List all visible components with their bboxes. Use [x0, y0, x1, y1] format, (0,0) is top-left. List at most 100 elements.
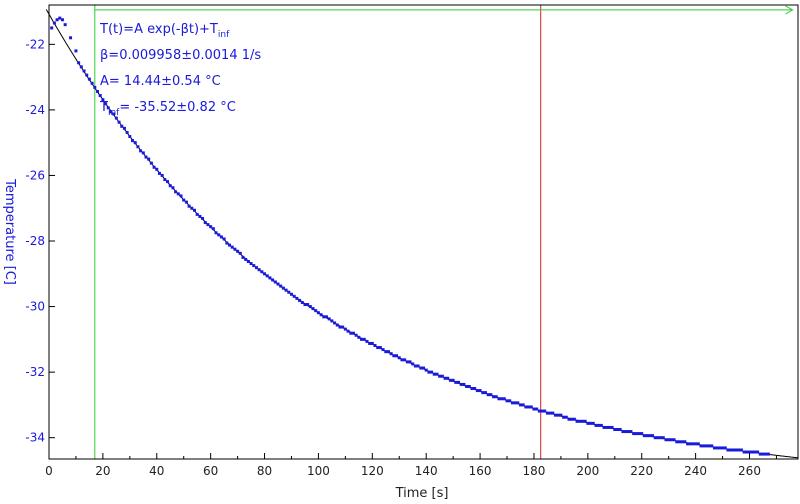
data-point	[432, 372, 436, 376]
data-point	[675, 440, 679, 444]
x-tick-label: 80	[257, 464, 272, 478]
data-point	[308, 305, 312, 309]
data-point	[93, 85, 97, 89]
data-point	[120, 124, 124, 128]
data-point	[451, 378, 455, 382]
data-point	[707, 444, 711, 448]
data-point	[133, 141, 137, 145]
data-point	[683, 440, 687, 444]
data-point	[570, 417, 574, 421]
data-point	[279, 284, 283, 288]
data-point	[144, 155, 148, 159]
data-point	[214, 231, 218, 235]
data-point	[726, 448, 730, 452]
data-point	[122, 126, 126, 130]
data-point	[653, 436, 657, 440]
data-point	[206, 223, 210, 227]
data-point	[155, 167, 159, 171]
data-point	[333, 321, 337, 325]
data-point	[562, 415, 566, 419]
data-point	[419, 366, 423, 370]
data-point	[454, 380, 458, 384]
x-tick-label: 160	[469, 464, 492, 478]
data-point	[217, 233, 221, 237]
data-point	[694, 442, 698, 446]
data-point	[166, 180, 170, 184]
y-tick-label: -30	[25, 300, 45, 314]
data-point	[316, 311, 320, 315]
data-point	[626, 430, 630, 434]
data-point	[219, 235, 223, 239]
data-point	[718, 446, 722, 450]
data-point	[211, 227, 215, 231]
data-point	[192, 208, 196, 212]
data-point	[311, 307, 315, 311]
data-point	[322, 315, 326, 319]
data-point	[446, 376, 450, 380]
data-point	[295, 296, 299, 300]
data-point	[152, 165, 156, 169]
plot-frame	[48, 4, 799, 460]
y-tick-label: -28	[25, 234, 45, 248]
data-point	[365, 339, 369, 343]
formula-annotation: T(t)=A exp(-βt)+Tinf	[99, 22, 230, 40]
data-point	[659, 436, 663, 440]
x-tick-label: 100	[307, 464, 330, 478]
tinf-value-text: = -35.52±0.82 °C	[119, 100, 235, 115]
data-point	[583, 419, 587, 423]
data-point	[141, 151, 145, 155]
data-point	[195, 212, 199, 216]
data-point	[516, 401, 520, 405]
data-point	[613, 428, 617, 431]
data-point	[624, 430, 628, 434]
data-point	[198, 214, 202, 218]
tinf-subscript: inf	[108, 108, 120, 118]
data-point	[737, 448, 741, 452]
data-point	[691, 442, 695, 446]
data-point	[664, 438, 668, 442]
data-point	[131, 139, 135, 143]
data-point	[341, 325, 345, 329]
x-tick-label: 140	[415, 464, 438, 478]
data-point	[376, 346, 380, 350]
data-point	[330, 319, 334, 323]
data-point	[69, 36, 73, 40]
data-point	[273, 280, 277, 284]
x-axis-label: Time [s]	[395, 486, 449, 501]
data-point	[640, 432, 644, 436]
data-point	[648, 434, 652, 438]
data-point	[209, 225, 213, 229]
data-point	[174, 190, 178, 194]
data-point	[537, 409, 541, 413]
data-point	[567, 417, 571, 421]
data-point	[656, 436, 660, 440]
x-tick-label: 20	[95, 464, 110, 478]
data-point	[405, 360, 409, 364]
data-point	[249, 262, 253, 266]
y-tick-label: -22	[25, 37, 45, 51]
data-point	[615, 428, 619, 431]
formula-subscript: inf	[218, 30, 230, 40]
data-point	[370, 341, 374, 345]
data-point	[106, 106, 110, 110]
data-point	[748, 450, 751, 454]
data-point	[543, 409, 547, 413]
data-point	[351, 331, 355, 335]
data-point	[325, 315, 329, 319]
data-point	[710, 444, 714, 448]
data-point	[435, 372, 439, 376]
data-point	[416, 364, 420, 368]
data-point	[564, 415, 568, 419]
data-point	[702, 444, 706, 448]
data-point	[109, 110, 113, 114]
data-point	[486, 393, 490, 397]
data-point	[292, 294, 296, 298]
data-point	[389, 352, 393, 356]
data-point	[696, 442, 700, 446]
data-point	[368, 341, 372, 345]
y-tick-label: -24	[25, 103, 45, 117]
data-point	[645, 434, 649, 438]
data-point	[225, 241, 229, 245]
data-point	[605, 425, 609, 429]
y-axis-label: Temperature [C]	[2, 178, 17, 285]
